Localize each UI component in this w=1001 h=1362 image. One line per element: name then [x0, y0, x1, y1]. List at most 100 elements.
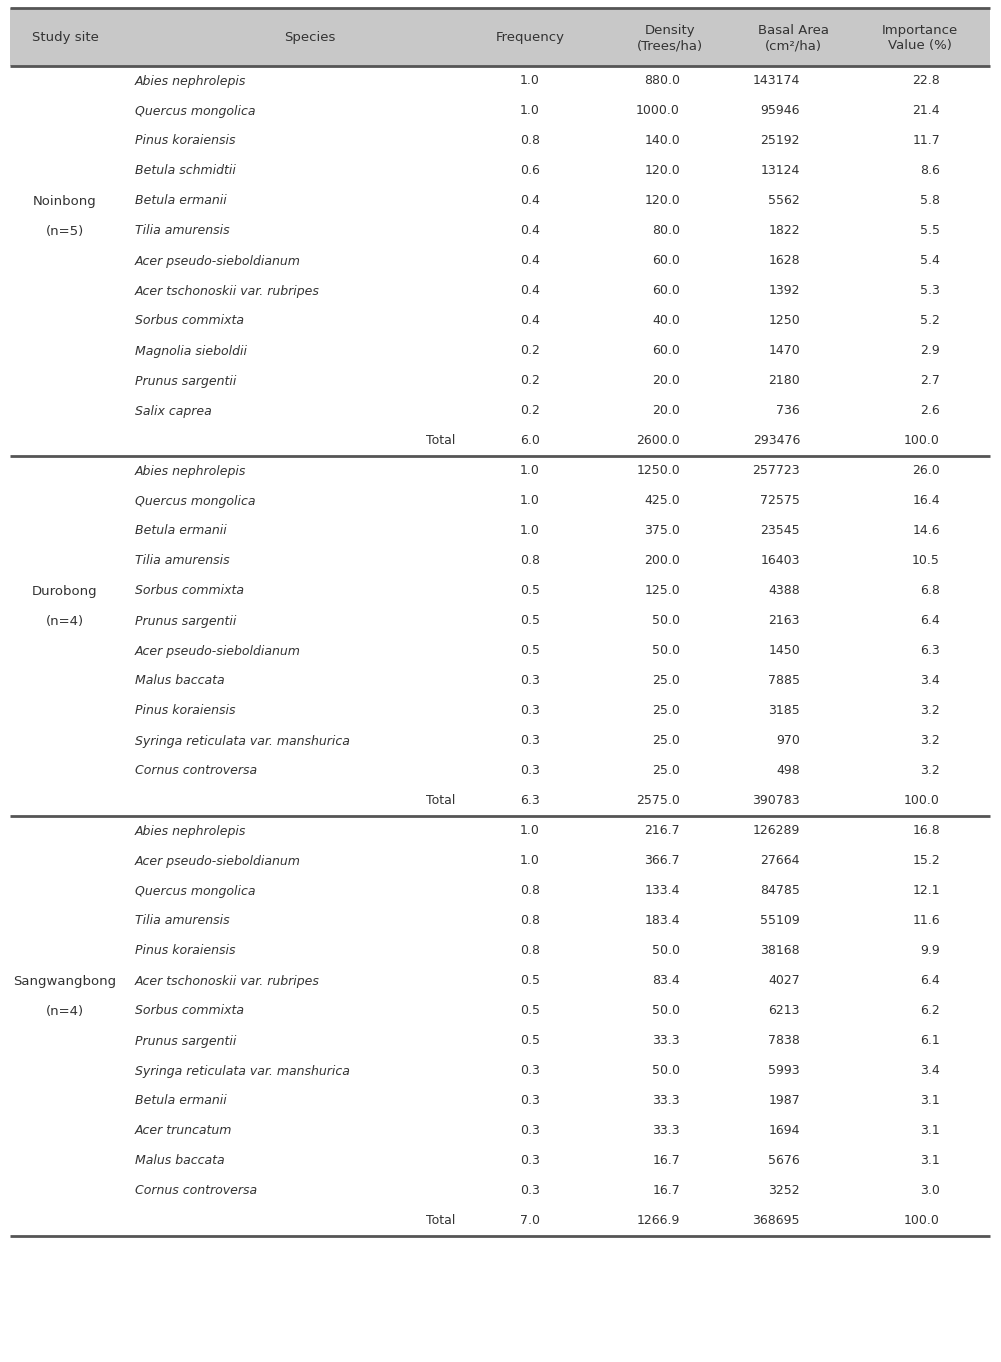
Text: 25192: 25192: [761, 135, 800, 147]
Text: (n=4): (n=4): [46, 614, 84, 628]
Text: 80.0: 80.0: [652, 225, 680, 237]
Text: 4388: 4388: [768, 584, 800, 598]
Text: Prunus sargentii: Prunus sargentii: [135, 375, 236, 388]
Text: Tilia amurensis: Tilia amurensis: [135, 554, 229, 568]
Text: 33.3: 33.3: [653, 1035, 680, 1047]
Text: Betula ermanii: Betula ermanii: [135, 195, 227, 207]
Text: 11.6: 11.6: [912, 914, 940, 928]
Text: 6.3: 6.3: [521, 794, 540, 808]
Text: Noinbong: Noinbong: [33, 195, 97, 207]
Text: 425.0: 425.0: [645, 494, 680, 508]
Text: 368695: 368695: [753, 1215, 800, 1227]
Text: 25.0: 25.0: [652, 674, 680, 688]
Text: Sorbus commixta: Sorbus commixta: [135, 584, 244, 598]
Text: 60.0: 60.0: [652, 345, 680, 357]
Text: 60.0: 60.0: [652, 255, 680, 267]
Text: 3.2: 3.2: [920, 764, 940, 778]
Text: Betula schmidtii: Betula schmidtii: [135, 165, 236, 177]
Text: 120.0: 120.0: [645, 195, 680, 207]
Text: Quercus mongolica: Quercus mongolica: [135, 884, 255, 898]
Text: 200.0: 200.0: [644, 554, 680, 568]
Text: 38168: 38168: [761, 944, 800, 957]
Text: 100.0: 100.0: [904, 794, 940, 808]
Text: 0.3: 0.3: [521, 734, 540, 748]
Text: Sorbus commixta: Sorbus commixta: [135, 1005, 244, 1017]
Text: Syringa reticulata var. manshurica: Syringa reticulata var. manshurica: [135, 734, 350, 748]
Text: Acer tschonoskii var. rubripes: Acer tschonoskii var. rubripes: [135, 285, 320, 297]
Text: 14.6: 14.6: [912, 524, 940, 538]
Text: 100.0: 100.0: [904, 1215, 940, 1227]
Text: 0.5: 0.5: [520, 1035, 540, 1047]
Text: 33.3: 33.3: [653, 1125, 680, 1137]
Text: Acer truncatum: Acer truncatum: [135, 1125, 232, 1137]
Text: 1250.0: 1250.0: [637, 464, 680, 478]
Text: 12.1: 12.1: [912, 884, 940, 898]
Text: (cm²/ha): (cm²/ha): [765, 39, 822, 52]
Text: 1.0: 1.0: [521, 464, 540, 478]
Text: Basal Area: Basal Area: [758, 23, 829, 37]
Text: Total: Total: [425, 434, 455, 448]
Text: 25.0: 25.0: [652, 704, 680, 718]
Text: 125.0: 125.0: [645, 584, 680, 598]
Text: 1.0: 1.0: [521, 494, 540, 508]
Text: 83.4: 83.4: [653, 974, 680, 987]
Text: 5562: 5562: [768, 195, 800, 207]
Text: 1.0: 1.0: [521, 524, 540, 538]
Text: 1.0: 1.0: [521, 105, 540, 117]
Text: 1450: 1450: [768, 644, 800, 658]
Text: Tilia amurensis: Tilia amurensis: [135, 225, 229, 237]
Text: (n=5): (n=5): [46, 225, 84, 237]
Text: 60.0: 60.0: [652, 285, 680, 297]
Text: Quercus mongolica: Quercus mongolica: [135, 105, 255, 117]
Text: 390783: 390783: [753, 794, 800, 808]
Text: 20.0: 20.0: [652, 375, 680, 388]
Text: 6.2: 6.2: [920, 1005, 940, 1017]
Text: 0.8: 0.8: [520, 554, 540, 568]
Text: 0.5: 0.5: [520, 974, 540, 987]
Text: Magnolia sieboldii: Magnolia sieboldii: [135, 345, 247, 357]
Text: 3185: 3185: [768, 704, 800, 718]
Text: Cornus controversa: Cornus controversa: [135, 764, 257, 778]
Text: 0.5: 0.5: [520, 1005, 540, 1017]
Text: 5.2: 5.2: [920, 315, 940, 327]
Text: Study site: Study site: [32, 30, 98, 44]
Text: Value (%): Value (%): [888, 39, 952, 52]
Text: 1987: 1987: [768, 1095, 800, 1107]
Text: 2.9: 2.9: [920, 345, 940, 357]
Text: 25.0: 25.0: [652, 734, 680, 748]
Text: 3.2: 3.2: [920, 704, 940, 718]
Text: 140.0: 140.0: [645, 135, 680, 147]
Text: 0.3: 0.3: [521, 1185, 540, 1197]
Text: 0.6: 0.6: [521, 165, 540, 177]
Text: Cornus controversa: Cornus controversa: [135, 1185, 257, 1197]
Text: Abies nephrolepis: Abies nephrolepis: [135, 824, 246, 838]
Text: Importance: Importance: [882, 23, 958, 37]
Text: 0.4: 0.4: [521, 195, 540, 207]
Text: Acer pseudo-sieboldianum: Acer pseudo-sieboldianum: [135, 644, 301, 658]
Text: 55109: 55109: [760, 914, 800, 928]
Text: Prunus sargentii: Prunus sargentii: [135, 1035, 236, 1047]
Text: Total: Total: [425, 794, 455, 808]
Text: 257723: 257723: [753, 464, 800, 478]
Text: 72575: 72575: [760, 494, 800, 508]
Text: 6.3: 6.3: [920, 644, 940, 658]
Text: Prunus sargentii: Prunus sargentii: [135, 614, 236, 628]
Text: 0.4: 0.4: [521, 255, 540, 267]
Text: 736: 736: [776, 405, 800, 418]
Text: 6.4: 6.4: [920, 974, 940, 987]
Text: 0.5: 0.5: [520, 614, 540, 628]
Text: 183.4: 183.4: [645, 914, 680, 928]
Text: Species: Species: [284, 30, 335, 44]
Text: 33.3: 33.3: [653, 1095, 680, 1107]
Text: 133.4: 133.4: [645, 884, 680, 898]
Text: 1250: 1250: [768, 315, 800, 327]
Text: 0.2: 0.2: [521, 375, 540, 388]
Text: 2.6: 2.6: [920, 405, 940, 418]
Text: Syringa reticulata var. manshurica: Syringa reticulata var. manshurica: [135, 1065, 350, 1077]
Text: 1392: 1392: [769, 285, 800, 297]
Text: 22.8: 22.8: [912, 75, 940, 87]
Text: 15.2: 15.2: [912, 854, 940, 868]
Text: 1.0: 1.0: [521, 75, 540, 87]
Text: 0.4: 0.4: [521, 315, 540, 327]
Text: Malus baccata: Malus baccata: [135, 1155, 224, 1167]
